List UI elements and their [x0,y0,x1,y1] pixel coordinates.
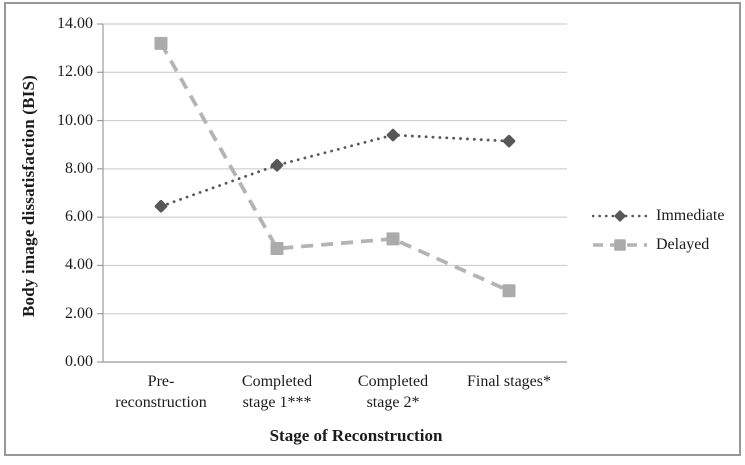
y-tick-label: 2.00 [65,304,93,322]
y-tick-label: 6.00 [65,208,93,226]
y-tick-label: 4.00 [65,256,93,274]
marker-diamond-immediate [502,134,516,148]
series-line-immediate [159,133,511,208]
y-tick-label: 10.00 [57,111,93,129]
legend-immediate-marker-icon [592,210,648,222]
legend-item-delayed: Delayed [592,236,724,254]
marker-square-delayed [154,36,168,50]
y-tick-label: 0.00 [65,353,93,370]
x-category-label: Final stages* [467,373,551,390]
marker-square-delayed [270,242,284,256]
y-tick-label: 14.00 [57,15,93,32]
legend-label: Delayed [656,236,710,253]
marker-diamond-immediate [386,128,400,142]
marker-diamond-immediate [154,199,168,213]
marker-square-delayed [502,284,516,298]
y-tick-label: 12.00 [57,63,93,81]
y-axis-tick-labels: 0.00 2.00 4.00 6.00 8.00 10.00 12.00 14.00 [0,0,93,465]
x-axis-category-labels: Pre- reconstruction Completed stage 1*** C… [103,371,567,413]
x-category-label: Pre- reconstruction [115,373,207,411]
legend-item-immediate: Immediate [592,207,724,225]
x-category-label: Completed stage 2* [357,373,429,411]
marker-diamond-immediate [270,158,284,172]
marker-square-delayed [386,232,400,246]
legend-label: Immediate [656,207,725,224]
series-line-delayed [159,42,510,293]
y-tick-label: 8.00 [65,159,93,177]
legend-delayed-marker-icon [593,239,647,251]
legend: Immediate Delayed [592,207,724,254]
x-category-label: Completed stage 1*** [241,373,313,411]
x-axis-title: Stage of Reconstruction [269,426,443,445]
